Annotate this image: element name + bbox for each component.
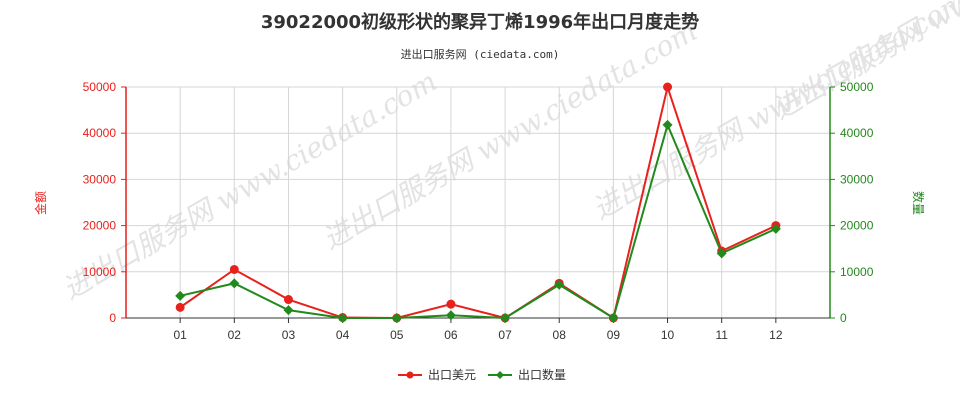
- x-tick-label: 02: [228, 328, 242, 342]
- right-tick-label: 0: [840, 311, 847, 325]
- series-2-point: [554, 279, 565, 290]
- series-2-point: [337, 313, 348, 323]
- left-tick-label: 30000: [83, 172, 117, 186]
- left-tick-label: 10000: [83, 265, 117, 279]
- watermark-text: 进出口服务网 www.ciedata.com: [767, 0, 960, 126]
- right-tick-label: 30000: [840, 172, 874, 186]
- series-2-point: [500, 313, 511, 323]
- x-tick-label: 04: [336, 328, 350, 342]
- legend-marker-2: [496, 371, 504, 379]
- series-1-point: [283, 295, 293, 305]
- series-2-point: [662, 119, 673, 130]
- chart-subtitle: 进出口服务网 (ciedata.com): [401, 47, 560, 61]
- x-tick-label: 07: [498, 328, 512, 342]
- right-tick-label: 20000: [840, 219, 874, 233]
- left-tick-label: 0: [109, 311, 116, 325]
- right-tick-label: 40000: [840, 126, 874, 140]
- series-2-point: [175, 290, 186, 301]
- series-1-point: [175, 302, 185, 312]
- legend: 出口美元 出口数量: [398, 367, 566, 382]
- x-axis-ticks: 01 02 03 04 05 06 07 08 09 10 11 12: [173, 318, 783, 342]
- right-axis-ticks: 0 10000 20000 30000 40000 50000: [830, 80, 874, 325]
- x-tick-label: 12: [769, 328, 783, 342]
- axes: [125, 87, 831, 319]
- series-2-point: [608, 313, 619, 323]
- series-2-point: [770, 223, 781, 234]
- left-tick-label: 50000: [83, 80, 117, 94]
- series-layer: [175, 82, 781, 323]
- left-axis-ticks: 0 10000 20000 30000 40000 50000: [83, 80, 126, 325]
- series-1-point: [229, 264, 239, 274]
- x-tick-label: 09: [607, 328, 621, 342]
- x-tick-label: 01: [173, 328, 187, 342]
- legend-label-2: 出口数量: [518, 367, 566, 382]
- legend-marker-1: [406, 371, 414, 379]
- x-tick-label: 06: [444, 328, 458, 342]
- x-tick-label: 11: [715, 328, 728, 342]
- series-2-point: [283, 305, 294, 316]
- left-tick-label: 40000: [83, 126, 117, 140]
- legend-label-1: 出口美元: [428, 368, 476, 382]
- right-axis-title: 数量: [911, 191, 926, 215]
- series-line-1: [179, 83, 777, 320]
- chart-title: 39022000初级形状的聚异丁烯1996年出口月度走势: [261, 11, 699, 33]
- series-2-point: [445, 310, 456, 321]
- series-line-2: [179, 121, 777, 320]
- x-tick-label: 05: [390, 328, 404, 342]
- right-tick-label: 10000: [840, 265, 874, 279]
- series-2-point: [716, 248, 727, 259]
- right-tick-label: 50000: [840, 80, 874, 94]
- x-tick-label: 03: [282, 328, 296, 342]
- x-tick-label: 10: [661, 328, 675, 342]
- series-1-point: [446, 299, 456, 309]
- series-2-point: [391, 313, 402, 323]
- left-axis-title: 金额: [33, 191, 48, 215]
- series-2-point: [229, 278, 240, 289]
- x-tick-label: 08: [553, 328, 567, 342]
- left-tick-label: 20000: [83, 219, 117, 233]
- series-1-point: [663, 82, 673, 92]
